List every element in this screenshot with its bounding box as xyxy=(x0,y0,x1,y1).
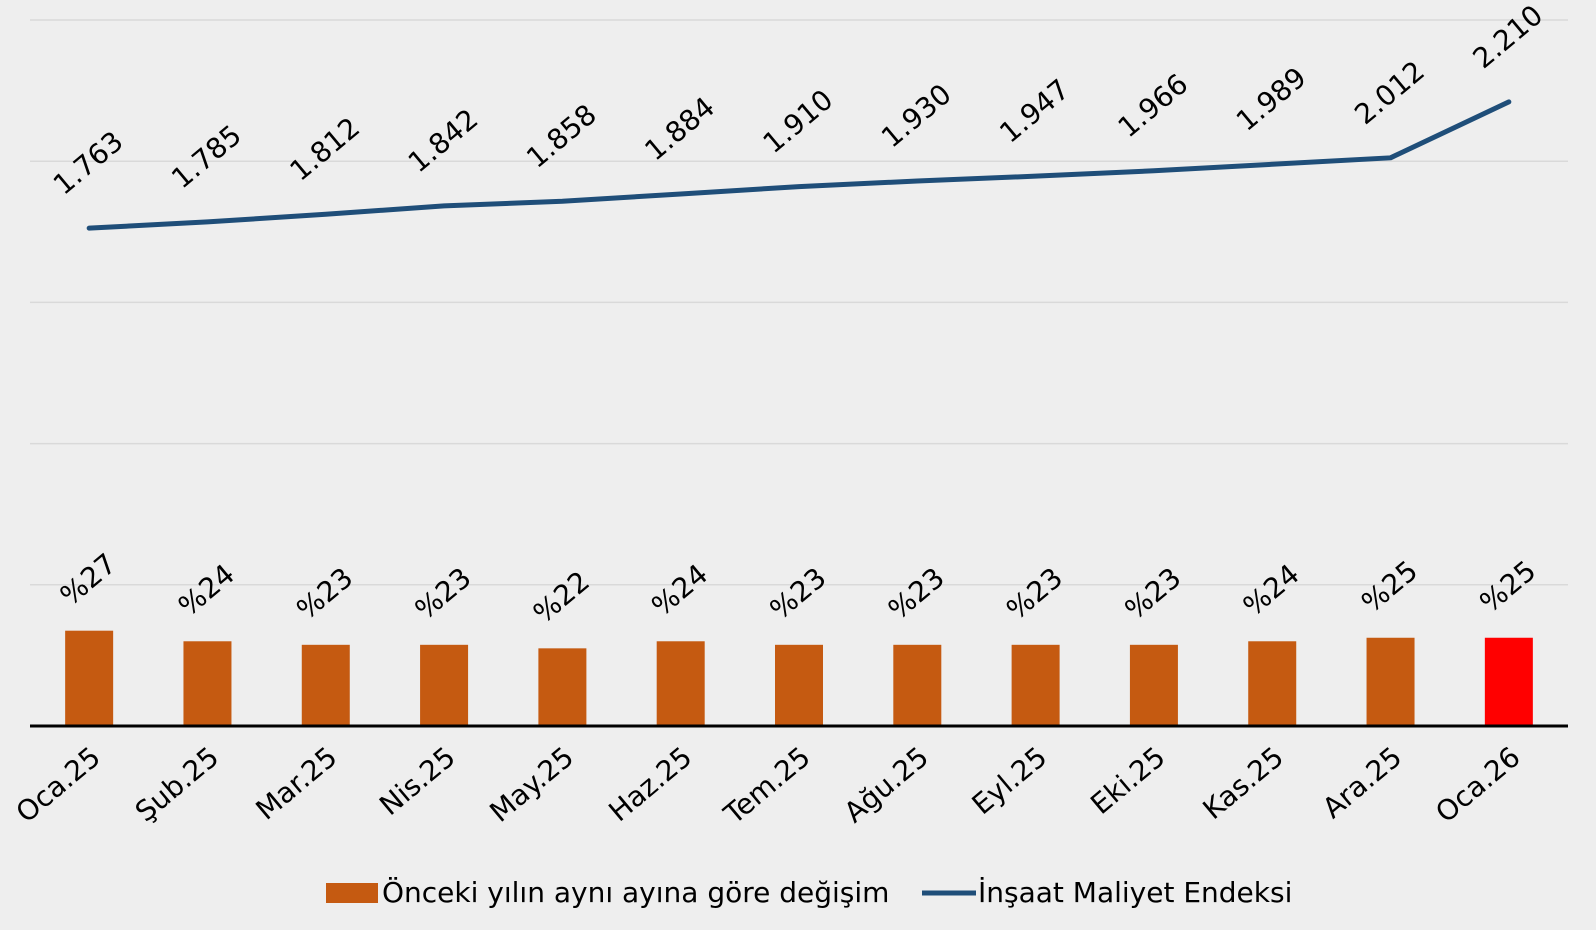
bar-value-label: %23 xyxy=(409,561,478,626)
line-value-label: 2.012 xyxy=(1348,54,1431,131)
bar xyxy=(656,641,705,726)
line-value-label: 2.210 xyxy=(1467,0,1550,75)
bar-value-label: %24 xyxy=(172,557,241,622)
bar xyxy=(1484,637,1533,726)
x-tick-label: Şub.25 xyxy=(129,740,225,828)
line xyxy=(86,99,1512,231)
bar xyxy=(65,630,114,726)
x-tick-label: Ağu.25 xyxy=(838,740,935,829)
line-value-label: 1.930 xyxy=(875,77,958,154)
x-tick-label: Mar.25 xyxy=(250,740,344,826)
bar xyxy=(420,644,469,726)
bar-value-label: %24 xyxy=(1237,557,1306,622)
bar-value-label: %22 xyxy=(527,565,596,630)
bar-value-label: %23 xyxy=(1119,561,1188,626)
bar xyxy=(1011,644,1060,726)
line-value-label: 1.884 xyxy=(638,90,721,167)
line-value-label: 1.966 xyxy=(1112,67,1195,144)
x-tick-label: Kas.25 xyxy=(1197,740,1290,826)
x-tick-label: Tem.25 xyxy=(717,740,817,831)
x-tick-label: Haz.25 xyxy=(602,740,698,828)
bar xyxy=(1366,637,1415,726)
x-tick-label: Eki.25 xyxy=(1084,740,1171,821)
bar-value-label: %23 xyxy=(764,561,833,626)
x-tick-label: May.25 xyxy=(483,740,580,829)
bar-value-label: %23 xyxy=(290,561,359,626)
line-value-label: 1.858 xyxy=(520,98,603,175)
x-tick-label: Ara.25 xyxy=(1316,740,1408,825)
legend-swatch xyxy=(326,883,378,903)
bar xyxy=(1129,644,1178,726)
bar-value-label: %25 xyxy=(1355,554,1424,619)
bar-value-label: %24 xyxy=(645,557,714,622)
bar xyxy=(1248,641,1297,726)
line-value-label: 1.812 xyxy=(283,111,366,188)
bar xyxy=(775,644,823,726)
bar xyxy=(893,644,942,726)
x-tick-label: Eyl.25 xyxy=(966,740,1054,821)
bar-value-label: %23 xyxy=(1000,561,1069,626)
x-tick-label: Oca.26 xyxy=(1429,740,1526,829)
bar-value-label: %27 xyxy=(54,547,123,612)
legend-label: Önceki yılın aynı ayına göre değişim xyxy=(382,875,889,909)
legend-label: İnşaat Maliyet Endeksi xyxy=(978,876,1292,909)
line-value-label: 1.989 xyxy=(1230,61,1313,138)
bar-value-label: %25 xyxy=(1473,554,1542,619)
x-tick-label: Oca.25 xyxy=(10,740,107,829)
line-value-label: 1.910 xyxy=(757,83,840,160)
x-tick-label: Nis.25 xyxy=(373,740,462,822)
bar xyxy=(301,644,350,726)
line-value-label: 1.763 xyxy=(47,125,130,202)
line-value-label: 1.842 xyxy=(402,102,485,179)
line-value-label: 1.947 xyxy=(993,73,1076,150)
bar-value-label: %23 xyxy=(882,561,951,626)
bar xyxy=(538,648,587,726)
bar xyxy=(183,641,232,726)
line-value-label: 1.785 xyxy=(165,118,248,195)
